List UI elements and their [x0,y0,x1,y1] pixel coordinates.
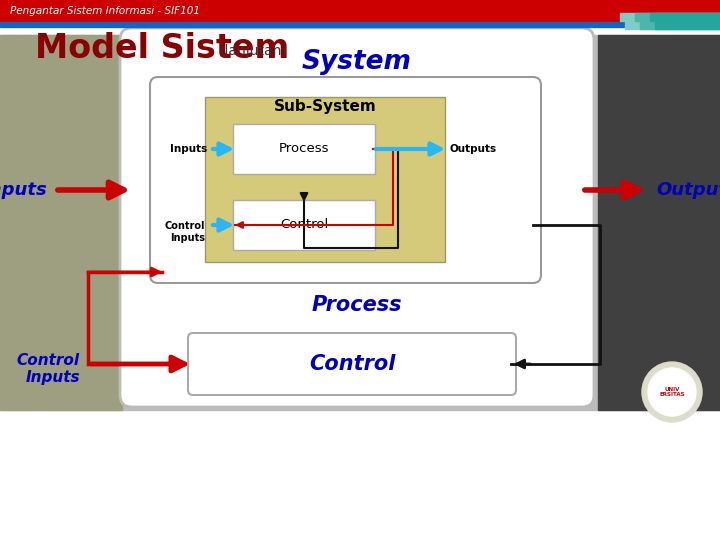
FancyBboxPatch shape [233,124,375,174]
Bar [598,35,720,410]
Text: Inputs: Inputs [0,181,47,199]
FancyBboxPatch shape [120,28,594,407]
Bar [0,22,720,27]
Circle shape [648,368,696,416]
Bar [620,13,720,21]
FancyBboxPatch shape [150,77,541,283]
Bar [625,22,720,29]
FancyBboxPatch shape [205,97,445,262]
Text: Control
Inputs: Control Inputs [164,221,205,243]
Circle shape [642,362,702,422]
Text: Control: Control [280,219,328,232]
Bar [0,0,720,22]
Text: UNIV
ERSITAS: UNIV ERSITAS [660,387,685,397]
Text: Process: Process [279,143,329,156]
Text: Outputs: Outputs [656,181,720,199]
Text: Control: Control [309,354,395,374]
Bar [650,13,720,21]
Bar [0,35,720,410]
Text: Model Sistem: Model Sistem [35,31,289,64]
Bar [640,22,720,29]
Bar [635,13,720,21]
FancyBboxPatch shape [233,200,375,250]
FancyBboxPatch shape [188,333,516,395]
Text: Process: Process [312,295,402,315]
Text: Control
Inputs: Control Inputs [17,353,80,385]
Text: Sub-System: Sub-System [274,98,377,113]
Text: Pengantar Sistem Informasi - SIF101: Pengantar Sistem Informasi - SIF101 [10,6,200,16]
Bar [655,22,720,29]
Bar [0,35,122,410]
Text: Outputs: Outputs [450,144,497,154]
Text: Inputs: Inputs [170,144,207,154]
Text: System: System [302,49,412,75]
Text: (lanjutan): (lanjutan) [220,44,288,58]
